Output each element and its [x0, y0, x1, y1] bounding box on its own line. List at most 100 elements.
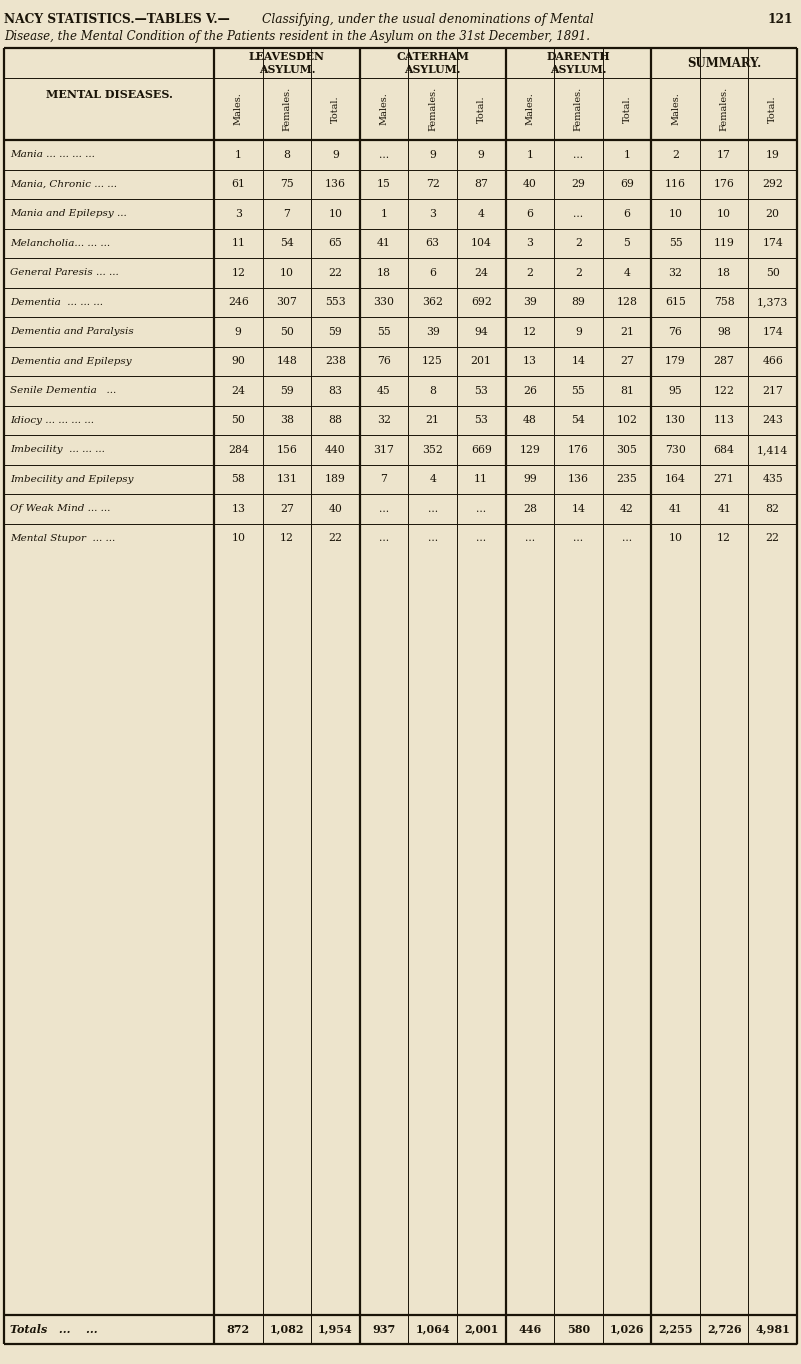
Text: 10: 10: [717, 209, 731, 218]
Text: Melancholia... ... ...: Melancholia... ... ...: [10, 239, 110, 248]
Text: Idiocy ... ... ... ...: Idiocy ... ... ... ...: [10, 416, 94, 424]
Text: 18: 18: [377, 267, 391, 278]
Text: Females.: Females.: [719, 87, 729, 131]
Text: ...: ...: [379, 150, 389, 160]
Text: 87: 87: [474, 179, 488, 190]
Text: 22: 22: [766, 533, 779, 543]
Text: Mental Stupor  ... ...: Mental Stupor ... ...: [10, 533, 115, 543]
Text: 40: 40: [328, 503, 342, 514]
Text: 19: 19: [766, 150, 779, 160]
Text: 131: 131: [276, 475, 297, 484]
Text: 55: 55: [571, 386, 586, 396]
Text: 2: 2: [672, 150, 679, 160]
Text: 243: 243: [763, 415, 783, 426]
Text: 41: 41: [377, 239, 391, 248]
Text: 2,726: 2,726: [706, 1323, 742, 1335]
Text: 102: 102: [617, 415, 638, 426]
Text: 9: 9: [477, 150, 485, 160]
Text: Females.: Females.: [428, 87, 437, 131]
Text: 21: 21: [425, 415, 440, 426]
Text: Disease, the Mental Condition of the Patients resident in the Asylum on the 31st: Disease, the Mental Condition of the Pat…: [4, 30, 590, 44]
Text: 27: 27: [620, 356, 634, 367]
Text: 14: 14: [571, 356, 586, 367]
Text: 1,373: 1,373: [757, 297, 788, 307]
Text: ...: ...: [379, 533, 389, 543]
Text: 10: 10: [669, 209, 682, 218]
Text: 55: 55: [377, 327, 391, 337]
Text: ...: ...: [379, 503, 389, 514]
Text: 730: 730: [665, 445, 686, 454]
Text: 446: 446: [518, 1323, 541, 1335]
Text: 352: 352: [422, 445, 443, 454]
Text: 53: 53: [474, 386, 488, 396]
Text: 176: 176: [714, 179, 735, 190]
Text: 125: 125: [422, 356, 443, 367]
Text: 50: 50: [231, 415, 245, 426]
Text: 76: 76: [669, 327, 682, 337]
Text: CATERHAM
ASYLUM.: CATERHAM ASYLUM.: [396, 50, 469, 75]
Text: ...: ...: [574, 209, 583, 218]
Text: 4: 4: [623, 267, 630, 278]
Text: 3: 3: [235, 209, 242, 218]
Text: ...: ...: [476, 503, 486, 514]
Text: 174: 174: [763, 327, 783, 337]
Text: 22: 22: [328, 267, 343, 278]
Text: 129: 129: [519, 445, 540, 454]
Text: Imbecility and Epilepsy: Imbecility and Epilepsy: [10, 475, 134, 484]
Text: ...: ...: [622, 533, 632, 543]
Text: 580: 580: [567, 1323, 590, 1335]
Text: 684: 684: [714, 445, 735, 454]
Text: ...: ...: [476, 533, 486, 543]
Text: 113: 113: [714, 415, 735, 426]
Text: Females.: Females.: [574, 87, 583, 131]
Text: 17: 17: [717, 150, 731, 160]
Text: 50: 50: [766, 267, 779, 278]
Text: 10: 10: [328, 209, 343, 218]
Text: 136: 136: [325, 179, 346, 190]
Text: Total.: Total.: [622, 95, 631, 123]
Text: 4,981: 4,981: [755, 1323, 790, 1335]
Text: SUMMARY.: SUMMARY.: [687, 56, 761, 70]
Text: 2: 2: [575, 267, 582, 278]
Text: 148: 148: [276, 356, 297, 367]
Text: 22: 22: [328, 533, 343, 543]
Text: 872: 872: [227, 1323, 250, 1335]
Text: 189: 189: [325, 475, 346, 484]
Text: 50: 50: [280, 327, 294, 337]
Text: 28: 28: [523, 503, 537, 514]
Text: Imbecility  ... ... ...: Imbecility ... ... ...: [10, 445, 105, 454]
Text: 122: 122: [714, 386, 735, 396]
Text: 164: 164: [665, 475, 686, 484]
Text: 69: 69: [620, 179, 634, 190]
Text: 95: 95: [669, 386, 682, 396]
Text: 27: 27: [280, 503, 294, 514]
Text: 75: 75: [280, 179, 294, 190]
Text: 128: 128: [617, 297, 638, 307]
Text: 7: 7: [380, 475, 388, 484]
Text: 6: 6: [623, 209, 630, 218]
Text: Dementia and Paralysis: Dementia and Paralysis: [10, 327, 134, 337]
Text: 32: 32: [377, 415, 391, 426]
Text: 330: 330: [373, 297, 395, 307]
Text: 136: 136: [568, 475, 589, 484]
Text: Mania, Chronic ... ...: Mania, Chronic ... ...: [10, 180, 117, 188]
Text: 615: 615: [665, 297, 686, 307]
Text: 59: 59: [328, 327, 342, 337]
Text: Males.: Males.: [525, 93, 534, 125]
Text: 2,255: 2,255: [658, 1323, 693, 1335]
Text: ...: ...: [428, 503, 437, 514]
Text: 39: 39: [523, 297, 537, 307]
Text: 24: 24: [474, 267, 488, 278]
Text: 307: 307: [276, 297, 297, 307]
Text: 1,026: 1,026: [610, 1323, 644, 1335]
Text: 53: 53: [474, 415, 488, 426]
Text: 1,414: 1,414: [757, 445, 788, 454]
Text: 317: 317: [373, 445, 394, 454]
Text: Total.: Total.: [331, 95, 340, 123]
Text: 54: 54: [571, 415, 586, 426]
Text: 90: 90: [231, 356, 245, 367]
Text: 238: 238: [325, 356, 346, 367]
Text: 440: 440: [325, 445, 346, 454]
Text: 3: 3: [526, 239, 533, 248]
Text: 119: 119: [714, 239, 735, 248]
